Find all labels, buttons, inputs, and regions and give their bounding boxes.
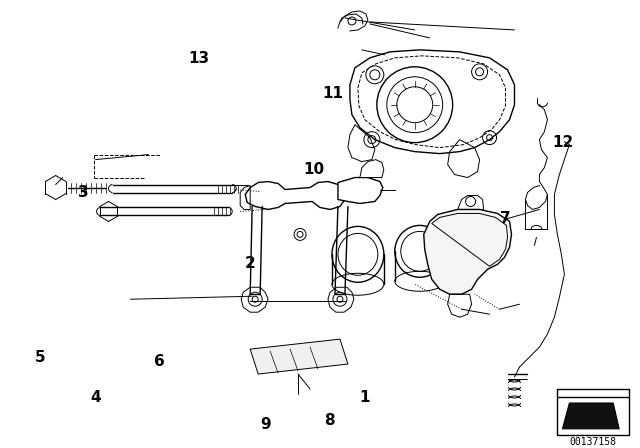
Text: 3: 3 <box>79 185 89 200</box>
Bar <box>557 397 629 435</box>
Polygon shape <box>338 177 383 203</box>
Polygon shape <box>563 403 620 429</box>
Text: 8: 8 <box>324 413 335 427</box>
Text: 1: 1 <box>360 390 370 405</box>
Text: 6: 6 <box>154 354 164 370</box>
Polygon shape <box>250 339 348 374</box>
Text: 5: 5 <box>35 350 45 365</box>
Text: 00137158: 00137158 <box>570 437 617 447</box>
Text: 10: 10 <box>303 162 324 177</box>
Polygon shape <box>360 159 384 177</box>
Text: 12: 12 <box>552 135 573 151</box>
Polygon shape <box>424 210 511 294</box>
Text: 2: 2 <box>244 256 255 271</box>
Text: 13: 13 <box>188 51 209 65</box>
Text: 9: 9 <box>260 417 271 432</box>
Polygon shape <box>245 181 345 210</box>
Text: 11: 11 <box>323 86 343 101</box>
Text: 4: 4 <box>90 390 100 405</box>
Text: 7: 7 <box>500 211 511 226</box>
